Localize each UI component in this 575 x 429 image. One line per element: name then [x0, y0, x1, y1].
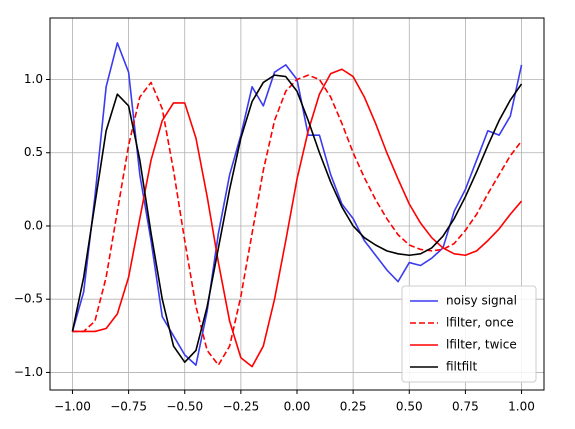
- x-tick-label: 0.25: [340, 400, 367, 414]
- series-line: [72, 68, 523, 368]
- x-tick-label: −0.25: [222, 400, 259, 414]
- x-tick-label: 0.50: [396, 400, 423, 414]
- y-tick-label: −0.5: [14, 292, 43, 306]
- y-tick-label: 0.0: [24, 218, 43, 232]
- legend: noisy signal lfilter, once lfilter, twice f…: [401, 285, 537, 383]
- legend-box: [401, 285, 537, 383]
- plot-frame: [49, 17, 545, 391]
- x-tick-label: −0.75: [110, 400, 147, 414]
- y-tick-label: −1.0: [14, 365, 43, 379]
- x-tick-label: −1.00: [54, 400, 91, 414]
- series-line: [71, 74, 523, 363]
- x-tick-label: 1.00: [508, 400, 535, 414]
- legend-label: noisy signal: [446, 294, 517, 308]
- x-tick-label: 0.00: [284, 400, 311, 414]
- legend-label: filtfilt: [446, 360, 477, 374]
- legend-label: lfilter, twice: [446, 338, 517, 352]
- x-tick-label: −0.50: [166, 400, 203, 414]
- legend-label: lfilter, once: [446, 316, 514, 330]
- y-tick-label: 0.5: [24, 145, 43, 159]
- y-tick-label: 1.0: [24, 72, 43, 86]
- series-line: [72, 74, 523, 366]
- x-tick-label: 0.75: [452, 400, 479, 414]
